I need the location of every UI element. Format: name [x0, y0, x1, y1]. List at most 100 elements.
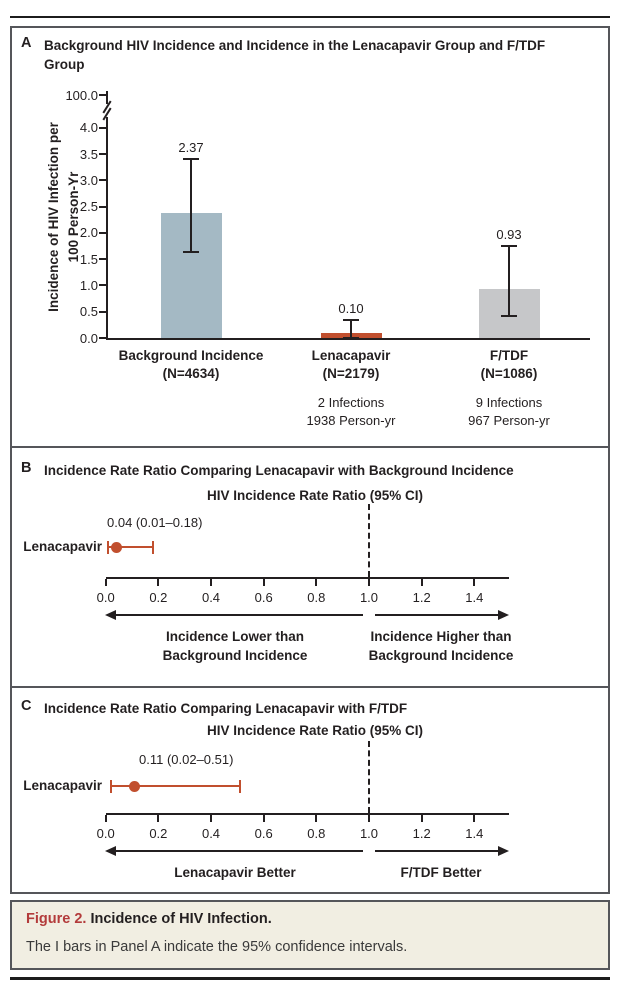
y-axis-tick-label: 1.5 — [79, 251, 98, 267]
right-direction-label: Incidence Higher than — [370, 629, 512, 644]
panel-b-letter: B — [21, 460, 32, 476]
panel-divider-bc — [12, 686, 608, 688]
bar-value-label: 2.37 — [178, 140, 204, 156]
y-axis-tick-label: 4.0 — [79, 120, 98, 136]
x-axis-tick — [473, 815, 476, 822]
y-axis-tick — [99, 205, 106, 208]
bottom-rule — [10, 977, 610, 980]
x-axis-tick — [262, 815, 265, 822]
bar-n-label: (N=4634) — [162, 366, 220, 381]
figure-title: Incidence of HIV Infection. — [90, 911, 272, 927]
top-rule — [10, 16, 610, 18]
bar-sub-label: 1938 Person-yr — [306, 413, 396, 428]
x-axis-tick-label: 1.0 — [359, 826, 379, 841]
caption-note: The I bars in Panel A indicate the 95% c… — [26, 939, 408, 955]
right-arrow-line — [375, 850, 498, 852]
left-direction-label: Incidence Lower than — [165, 629, 305, 644]
x-axis-tick — [157, 579, 160, 586]
x-axis-tick-label: 1.2 — [412, 590, 431, 605]
bar-n-label: (N=2179) — [322, 366, 380, 381]
panel-a-title: Background HIV Incidence and Incidence i… — [44, 38, 546, 72]
y-axis-tick-label: 2.5 — [79, 199, 98, 215]
x-axis-tick-label: 0.8 — [307, 826, 326, 841]
bar-category-label: Background Incidence — [118, 348, 264, 363]
x-axis-tick-label: 0.6 — [254, 826, 273, 841]
forest-row-label: Lenacapavir — [23, 778, 102, 793]
error-bar-cap-bottom — [183, 251, 199, 254]
y-axis-tick-label: 3.0 — [79, 172, 98, 188]
ci-cap-left — [107, 540, 110, 554]
x-axis-line — [105, 813, 509, 815]
x-axis-tick-label: 0.2 — [149, 826, 168, 841]
x-axis-tick — [368, 579, 370, 586]
left-arrow-line — [116, 614, 363, 616]
point-estimate-marker — [110, 541, 122, 553]
figure-box: A Background HIV Incidence and Incidence… — [10, 26, 610, 894]
ci-cap-right — [152, 540, 155, 554]
x-axis-tick — [420, 815, 423, 822]
x-axis-tick-label: 0.0 — [96, 590, 115, 605]
y-axis-tick — [99, 310, 106, 313]
x-axis-tick-label: 1.0 — [359, 590, 379, 605]
x-axis-tick — [210, 815, 213, 822]
reference-line-dashed — [368, 504, 370, 577]
x-axis-tick-label: 1.4 — [465, 590, 484, 605]
forest-row-label: Lenacapavir — [23, 539, 102, 554]
y-axis-tick-label: 1.0 — [79, 277, 98, 293]
x-axis-tick — [315, 815, 318, 822]
panel-b-title: Incidence Rate Ratio Comparing Lenacapav… — [44, 463, 514, 478]
bar-value-label: 0.93 — [496, 226, 522, 242]
ci-whisker-line — [108, 546, 154, 548]
y-axis-tick-label: 0.0 — [79, 330, 98, 346]
x-axis-tick — [315, 579, 318, 586]
ci-whisker-line — [110, 785, 240, 787]
right-arrow-head — [498, 846, 509, 856]
x-axis-tick — [104, 579, 107, 586]
y-axis-tick — [99, 231, 106, 234]
error-bar-line — [508, 244, 510, 316]
left-arrow-head — [105, 610, 116, 620]
y-axis-tick-label: 0.5 — [79, 304, 98, 320]
y-axis-break-label: 100.0 — [65, 88, 98, 103]
y-axis-tick — [99, 153, 106, 156]
error-bar-cap-top — [343, 319, 359, 322]
y-axis-line — [106, 91, 108, 340]
error-bar-cap-bottom — [501, 315, 517, 318]
right-direction-label: F/TDF Better — [400, 865, 482, 880]
bar-sub-label: 2 Infections — [317, 395, 385, 410]
x-axis-tick-label: 0.8 — [307, 590, 326, 605]
x-axis-tick — [210, 579, 213, 586]
left-arrow-line — [116, 850, 363, 852]
reference-line-dashed — [368, 741, 370, 813]
y-axis-tick — [99, 126, 106, 129]
estimate-label: 0.04 (0.01–0.18) — [107, 515, 203, 530]
panel-a-letter: A — [21, 35, 32, 51]
caption-title-line: Figure 2. Incidence of HIV Infection. — [26, 911, 272, 927]
right-arrow-line — [375, 614, 498, 616]
bar-n-label: (N=1086) — [480, 366, 538, 381]
error-bar-cap-top — [501, 244, 517, 247]
x-axis-tick-label: 0.2 — [149, 590, 168, 605]
bar-category-label: F/TDF — [489, 348, 529, 363]
ci-cap-left — [109, 779, 112, 793]
right-arrow-head — [498, 610, 509, 620]
x-axis-line — [105, 577, 509, 579]
panel-c-letter: C — [21, 698, 32, 714]
bar-sub-label: 967 Person-yr — [468, 413, 550, 428]
y-axis-title: Incidence of HIV Infection per 100 Perso… — [46, 122, 81, 312]
left-direction-label: Background Incidence — [162, 648, 308, 663]
ci-cap-right — [238, 779, 241, 793]
y-axis-tick — [99, 258, 106, 261]
error-bar-cap-bottom — [343, 337, 359, 340]
x-axis-tick-label: 0.4 — [201, 826, 221, 841]
estimate-label: 0.11 (0.02–0.51) — [139, 752, 234, 767]
x-axis-tick — [420, 579, 423, 586]
left-direction-label: Lenacapavir Better — [174, 865, 296, 880]
panel-c-title: Incidence Rate Ratio Comparing Lenacapav… — [44, 701, 408, 716]
bar-category-label: Lenacapavir — [311, 348, 391, 363]
panel-b-subtitle: HIV Incidence Rate Ratio (95% CI) — [206, 488, 424, 503]
x-axis-tick-label: 1.2 — [412, 826, 431, 841]
x-axis-tick-label: 0.0 — [96, 826, 115, 841]
error-bar-cap-top — [183, 158, 199, 161]
